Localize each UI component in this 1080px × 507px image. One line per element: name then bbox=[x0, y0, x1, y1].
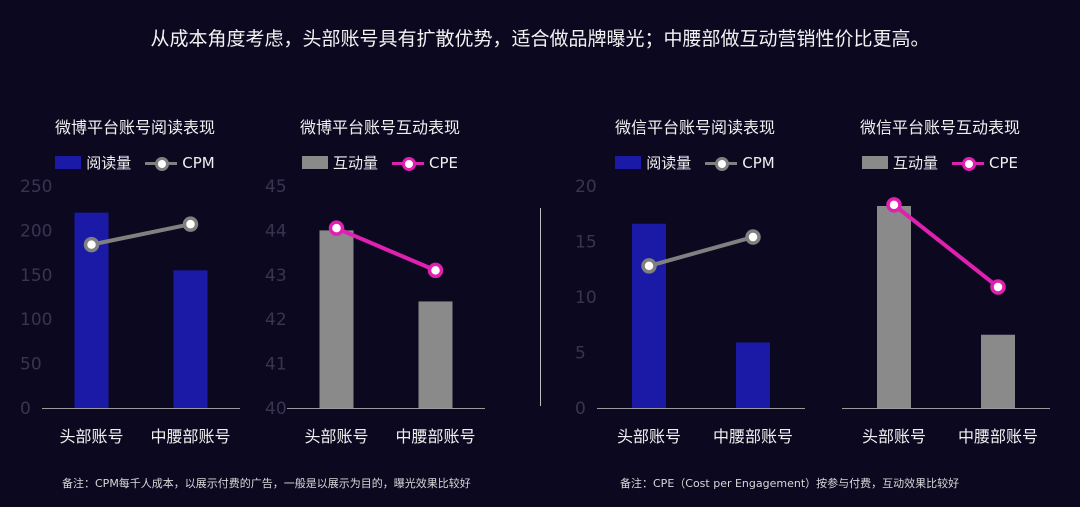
series-line bbox=[648, 235, 754, 268]
legend-swatch-line bbox=[705, 156, 738, 171]
footnote-cpe: 备注：CPE（Cost per Engagement）按参与付费，互动效果比较好 bbox=[620, 477, 960, 490]
legend-swatch-line bbox=[952, 156, 984, 171]
y-tick-label: 250 bbox=[20, 177, 52, 197]
weibo-read-chart: 微博平台账号阅读表现阅读量 CPM 0 50 100 150 200 250 头部账号 中腰部账号 bbox=[20, 110, 250, 455]
legend-item-line: CPE bbox=[392, 152, 458, 173]
legend-swatch-line bbox=[392, 156, 424, 171]
y-tick-label: 44 bbox=[265, 221, 287, 241]
chart-title: 微博平台账号互动表现 bbox=[299, 118, 460, 137]
y-tick-label: 42 bbox=[265, 310, 287, 330]
chart-legend: 互动量 CPE bbox=[265, 152, 495, 173]
plot-area: 头部账号 中腰部账号 bbox=[842, 197, 1050, 446]
plot-area: 0 5 10 15 20 头部账号 中腰部账号 bbox=[575, 177, 805, 446]
chart-title: 微信平台账号互动表现 bbox=[859, 118, 1020, 137]
y-tick-label: 20 bbox=[575, 177, 597, 197]
x-tick-label: 头部账号 bbox=[862, 427, 926, 446]
line-point-中腰部账号 bbox=[990, 279, 1006, 295]
chart-legend: 互动量 CPE bbox=[820, 152, 1060, 173]
legend-swatch-bar bbox=[615, 156, 642, 169]
y-tick-label: 10 bbox=[575, 288, 597, 308]
legend-item-line: CPM bbox=[145, 152, 215, 173]
chart-divider bbox=[540, 208, 541, 406]
wechat-read-chart: 微信平台账号阅读表现阅读量 CPM 0 5 10 15 20 头部账号 中腰部账号 bbox=[575, 110, 815, 455]
legend-item-bar: 阅读量 bbox=[615, 152, 691, 173]
x-tick-label: 中腰部账号 bbox=[150, 427, 230, 446]
legend-item-bar: 互动量 bbox=[301, 152, 378, 173]
line-point-头部账号 bbox=[83, 236, 100, 253]
plot-area: 0 50 100 150 200 250 头部账号 中腰部账号 bbox=[20, 177, 240, 446]
x-tick-label: 中腰部账号 bbox=[958, 427, 1038, 446]
y-tick-label: 40 bbox=[265, 399, 287, 419]
legend-label-bar: 阅读量 bbox=[646, 154, 692, 172]
footnote-cpm: 备注：CPM每千人成本，以展示付费的广告，一般是以展示为目的，曝光效果比较好 bbox=[62, 477, 471, 490]
series-line bbox=[91, 222, 191, 247]
legend-dot bbox=[155, 156, 170, 171]
plot-area: 40 41 42 43 44 45 头部账号 中腰部账号 bbox=[265, 177, 485, 446]
x-tick-label: 头部账号 bbox=[617, 427, 681, 446]
line-point-中腰部账号 bbox=[182, 216, 199, 232]
y-tick-label: 15 bbox=[575, 233, 597, 253]
legend-swatch-bar bbox=[55, 156, 82, 169]
legend-label-bar: 互动量 bbox=[892, 154, 938, 172]
y-tick-label: 43 bbox=[265, 266, 287, 286]
legend-label-bar: 阅读量 bbox=[86, 154, 132, 172]
y-tick-label: 200 bbox=[20, 221, 52, 241]
y-tick-label: 150 bbox=[20, 266, 52, 286]
legend-dot bbox=[402, 156, 416, 171]
y-tick-label: 100 bbox=[20, 310, 52, 330]
legend-item-line: CPM bbox=[705, 152, 775, 173]
chart-legend: 阅读量 CPM bbox=[575, 152, 815, 173]
line-point-中腰部账号 bbox=[745, 229, 761, 245]
x-tick-label: 头部账号 bbox=[304, 427, 368, 446]
line-point-头部账号 bbox=[886, 197, 902, 213]
bar-头部账号 bbox=[877, 205, 911, 408]
bar-中腰部账号 bbox=[736, 342, 770, 408]
page-headline: 从成本角度考虑，头部账号具有扩散优势，适合做品牌曝光；中腰部做互动营销性价比更高… bbox=[150, 28, 930, 50]
line-point-头部账号 bbox=[328, 220, 345, 236]
y-tick-label: 45 bbox=[265, 177, 287, 197]
legend-item-line: CPE bbox=[952, 152, 1018, 173]
line-point-中腰部账号 bbox=[427, 262, 444, 279]
x-tick-label: 中腰部账号 bbox=[395, 427, 475, 446]
legend-label-line: CPM bbox=[182, 153, 215, 172]
series-line bbox=[335, 226, 437, 273]
line-point-头部账号 bbox=[641, 258, 657, 274]
x-tick-label: 头部账号 bbox=[59, 427, 123, 446]
legend-swatch-bar bbox=[301, 156, 328, 169]
bar-头部账号 bbox=[319, 230, 354, 408]
y-tick-label: 0 bbox=[20, 399, 31, 419]
legend-dot bbox=[715, 156, 730, 171]
legend-item-bar: 阅读量 bbox=[55, 152, 131, 173]
y-tick-label: 41 bbox=[265, 355, 287, 375]
legend-dot bbox=[962, 156, 976, 171]
bar-中腰部账号 bbox=[981, 334, 1015, 408]
legend-label-bar: 互动量 bbox=[332, 154, 378, 172]
chart-title: 微信平台账号阅读表现 bbox=[614, 118, 775, 137]
legend-swatch-line bbox=[145, 156, 178, 171]
legend-swatch-bar bbox=[861, 156, 888, 169]
bar-中腰部账号 bbox=[173, 270, 208, 408]
x-tick-label: 中腰部账号 bbox=[713, 427, 793, 446]
y-tick-label: 0 bbox=[575, 399, 586, 419]
weibo-interaction-chart: 微博平台账号互动表现互动量 CPE 40 41 42 43 44 45 头部账号 中腰部账号 bbox=[265, 110, 495, 455]
y-tick-label: 5 bbox=[575, 344, 586, 364]
series-line bbox=[892, 203, 1000, 289]
legend-item-bar: 互动量 bbox=[861, 152, 938, 173]
y-tick-label: 50 bbox=[20, 355, 42, 375]
legend-label-line: CPE bbox=[989, 153, 1018, 172]
legend-label-line: CPE bbox=[429, 153, 458, 172]
chart-legend: 阅读量 CPM bbox=[20, 152, 250, 173]
chart-title: 微博平台账号阅读表现 bbox=[54, 118, 215, 137]
bar-中腰部账号 bbox=[418, 301, 453, 408]
wechat-interaction-chart: 微信平台账号互动表现互动量 CPE 头部账号 中腰部账号 bbox=[820, 110, 1060, 455]
bar-头部账号 bbox=[632, 223, 666, 408]
legend-label-line: CPM bbox=[742, 153, 775, 172]
